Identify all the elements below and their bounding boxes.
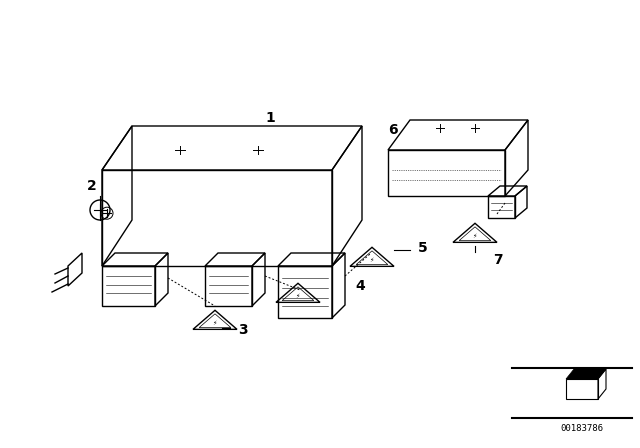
Text: 4: 4 xyxy=(355,279,365,293)
Polygon shape xyxy=(566,369,606,379)
Text: 7: 7 xyxy=(493,253,503,267)
Text: ⚡: ⚡ xyxy=(473,233,477,238)
Text: 1: 1 xyxy=(265,111,275,125)
Text: 2: 2 xyxy=(87,179,97,193)
Text: 00183786: 00183786 xyxy=(561,423,604,432)
Text: 6: 6 xyxy=(388,123,398,137)
Text: ⚡: ⚡ xyxy=(370,258,374,263)
Text: 3: 3 xyxy=(238,323,248,337)
Text: ⚡: ⚡ xyxy=(296,293,300,298)
Text: 5: 5 xyxy=(418,241,428,255)
Text: ⚡: ⚡ xyxy=(213,320,217,326)
